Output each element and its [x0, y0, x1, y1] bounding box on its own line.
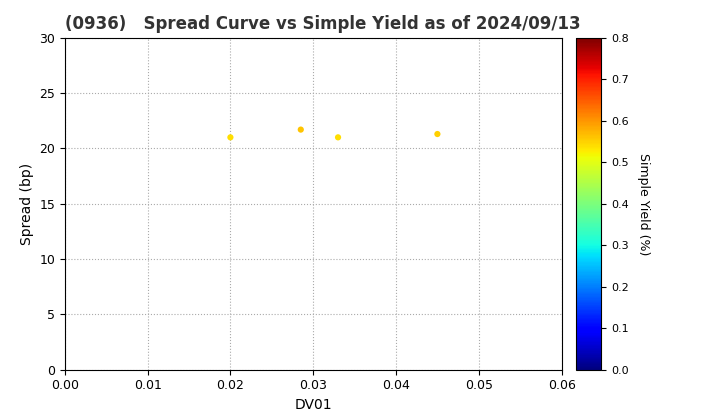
Y-axis label: Simple Yield (%): Simple Yield (%) [636, 152, 649, 255]
Point [432, 131, 444, 137]
Text: (0936)   Spread Curve vs Simple Yield as of 2024/09/13: (0936) Spread Curve vs Simple Yield as o… [65, 16, 580, 34]
Point [333, 134, 344, 141]
Point [295, 126, 307, 133]
Y-axis label: Spread (bp): Spread (bp) [19, 163, 34, 245]
X-axis label: DV01: DV01 [294, 398, 332, 412]
Point [225, 134, 236, 141]
